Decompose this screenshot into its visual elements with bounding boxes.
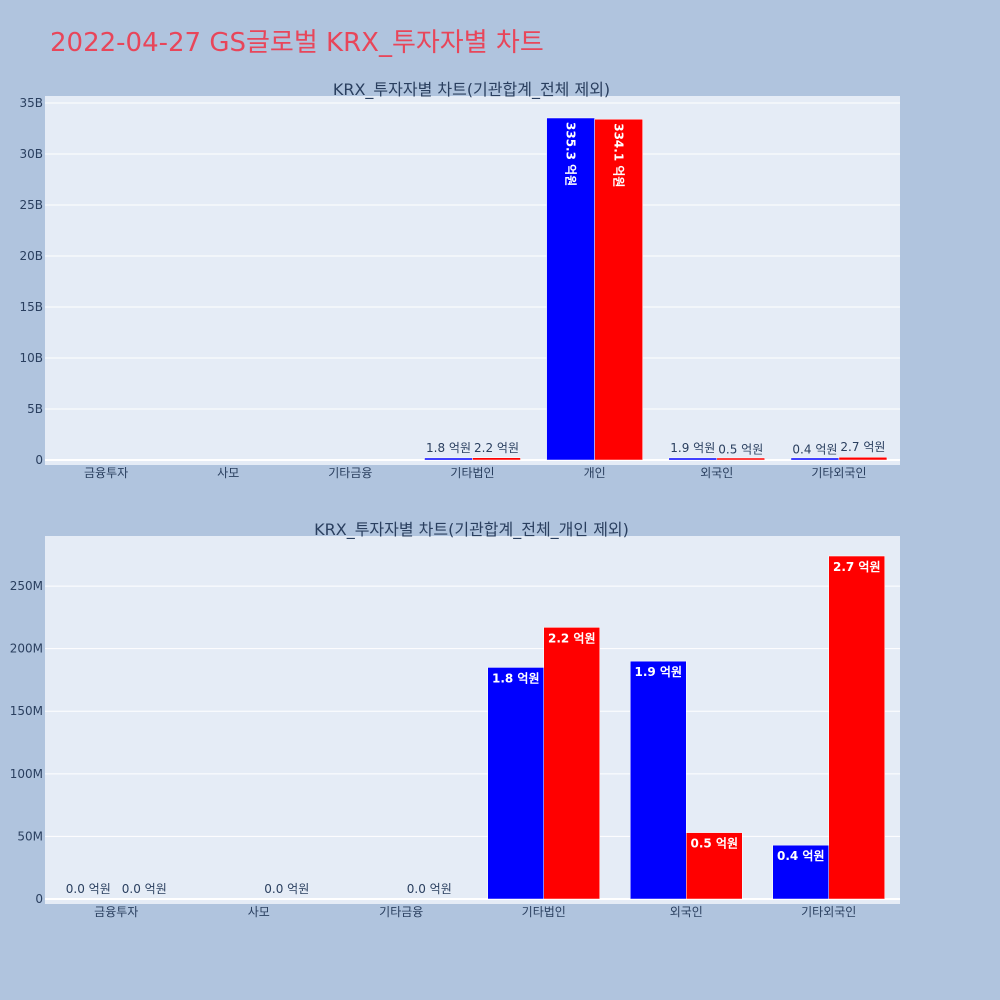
bar [668,457,718,461]
bar-value-label: 0.4 억원 [792,443,837,457]
x-tick-label: 기타외국인 [811,466,866,480]
y-tick-label: 10B [19,351,43,365]
y-tick-label: 0 [35,892,43,906]
y-tick-label: 15B [19,300,43,314]
y-tick-label: 50M [17,829,43,843]
y-tick-label: 25B [19,198,43,212]
x-tick-label: 외국인 [700,466,733,480]
bar-value-label: 2.7 억원 [833,560,881,574]
x-tick-label: 기타금융 [379,905,423,919]
x-tick-label: 외국인 [670,905,703,919]
bar-value-label: 0.0 억원 [407,882,452,896]
y-tick-label: 20B [19,249,43,263]
y-tick-label: 35B [19,96,43,110]
bar-value-label: 2.2 억원 [474,441,519,455]
y-tick-label: 200M [10,642,43,656]
bar [424,457,473,461]
y-tick-label: 100M [10,767,43,781]
bar [686,832,743,900]
chart-title: KRX_투자자별 차트(기관합계_전체_개인 제외) [314,520,629,540]
bar-value-label: 0.0 억원 [264,882,309,896]
x-tick-label: 금융투자 [94,905,138,919]
bar [772,844,829,900]
y-tick-label: 150M [10,704,43,718]
x-tick-label: 기타외국인 [801,905,856,919]
x-tick-label: 사모 [217,466,239,480]
bar-value-label: 334.1 억원 [612,123,626,187]
bar [828,555,885,900]
x-tick-label: 기타금융 [328,466,372,480]
bar-value-label: 1.8 억원 [426,441,471,455]
y-tick-label: 250M [10,579,43,593]
bar-value-label: 0.4 억원 [777,849,825,863]
bar [594,118,643,461]
bar [790,457,840,461]
page-title: 2022-04-27 GS글로벌 KRX_투자자별 차트 [50,28,544,58]
bar-value-label: 1.8 억원 [492,671,540,685]
bar-value-label: 0.0 억원 [66,882,111,896]
x-tick-label: 기타법인 [522,905,566,919]
bar [487,667,544,900]
bar-value-label: 1.9 억원 [634,665,682,679]
bar [716,457,766,461]
chart-title: KRX_투자자별 차트(기관합계_전체 제외) [333,80,610,100]
bar-value-label: 0.0 억원 [122,882,167,896]
bar [630,660,687,900]
bar [546,117,595,461]
bar-value-label: 0.5 억원 [718,442,763,456]
y-tick-label: 0 [35,453,43,467]
y-tick-label: 30B [19,147,43,161]
bar-value-label: 335.3 억원 [564,122,578,186]
bar-value-label: 0.5 억원 [690,837,738,851]
bar [838,456,888,461]
x-tick-label: 사모 [248,905,270,919]
y-tick-label: 5B [27,402,43,416]
bar [472,457,521,461]
bar-value-label: 2.7 억원 [840,440,885,454]
bar [543,627,600,900]
plot-area [45,96,900,465]
chart-top: 0 5B 10B 15B 20B 25B 30B 35B 금융투자 사모 기타금융 기타법인 1.8 억… [19,80,900,480]
bar-value-label: 1.9 억원 [670,441,715,455]
x-tick-label: 개인 [584,466,606,480]
plot-area [45,536,900,904]
x-tick-label: 기타법인 [450,466,494,480]
x-tick-label: 금융투자 [84,466,128,480]
bar-value-label: 2.2 억원 [548,631,596,645]
